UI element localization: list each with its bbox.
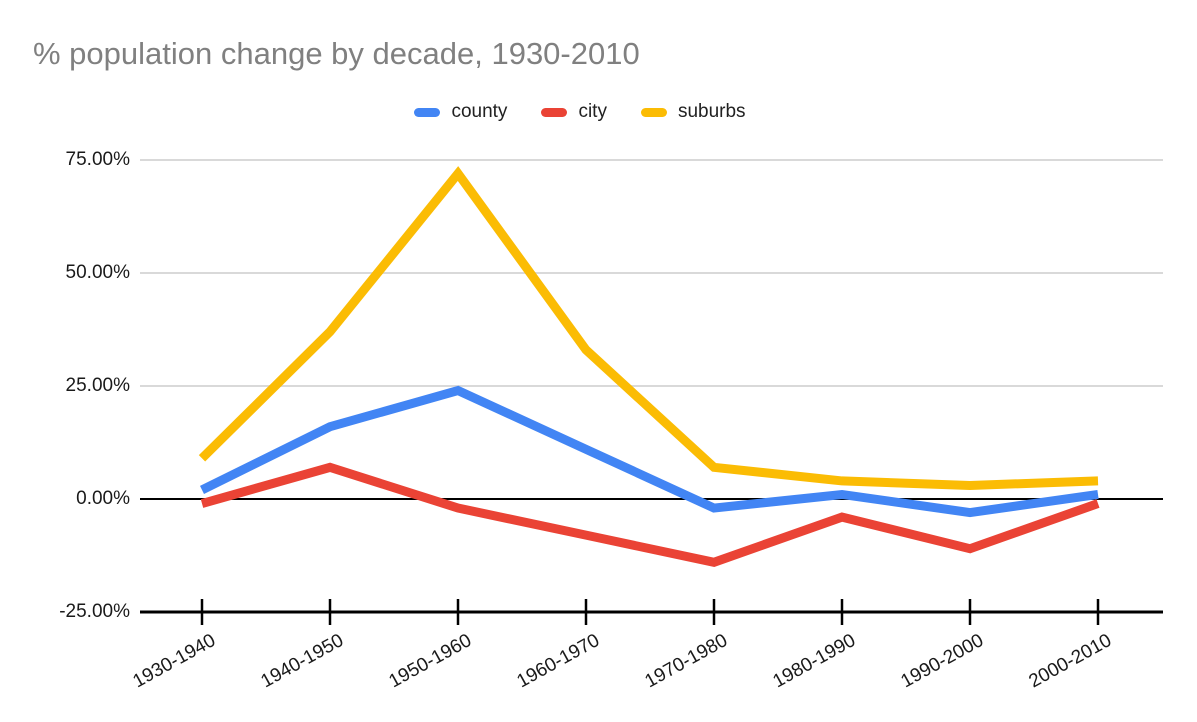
series-line-city	[200, 462, 1100, 567]
legend: county city suburbs	[0, 101, 1160, 123]
legend-swatch-suburbs	[640, 107, 667, 117]
legend-swatch-city	[541, 107, 568, 117]
legend-item-city: city	[541, 101, 607, 123]
y-axis-label-75: 75.00%	[65, 149, 130, 170]
y-axis-label-50: 50.00%	[65, 262, 130, 283]
legend-item-county: county	[414, 101, 507, 123]
series-line-suburbs	[198, 166, 1099, 490]
y-axis-label-25: 25.00%	[65, 375, 130, 396]
legend-label-county: county	[451, 101, 508, 122]
legend-item-suburbs: suburbs	[640, 101, 746, 123]
series-line-county	[200, 385, 1099, 518]
y-axis-label-0: 0.00%	[76, 488, 130, 509]
chart-title: % population change by decade, 1930-2010	[33, 36, 640, 71]
legend-swatch-county	[414, 107, 441, 117]
legend-label-city: city	[578, 101, 607, 122]
legend-label-suburbs: suburbs	[677, 101, 746, 122]
y-axis-label-neg25: -25.00%	[59, 601, 130, 622]
